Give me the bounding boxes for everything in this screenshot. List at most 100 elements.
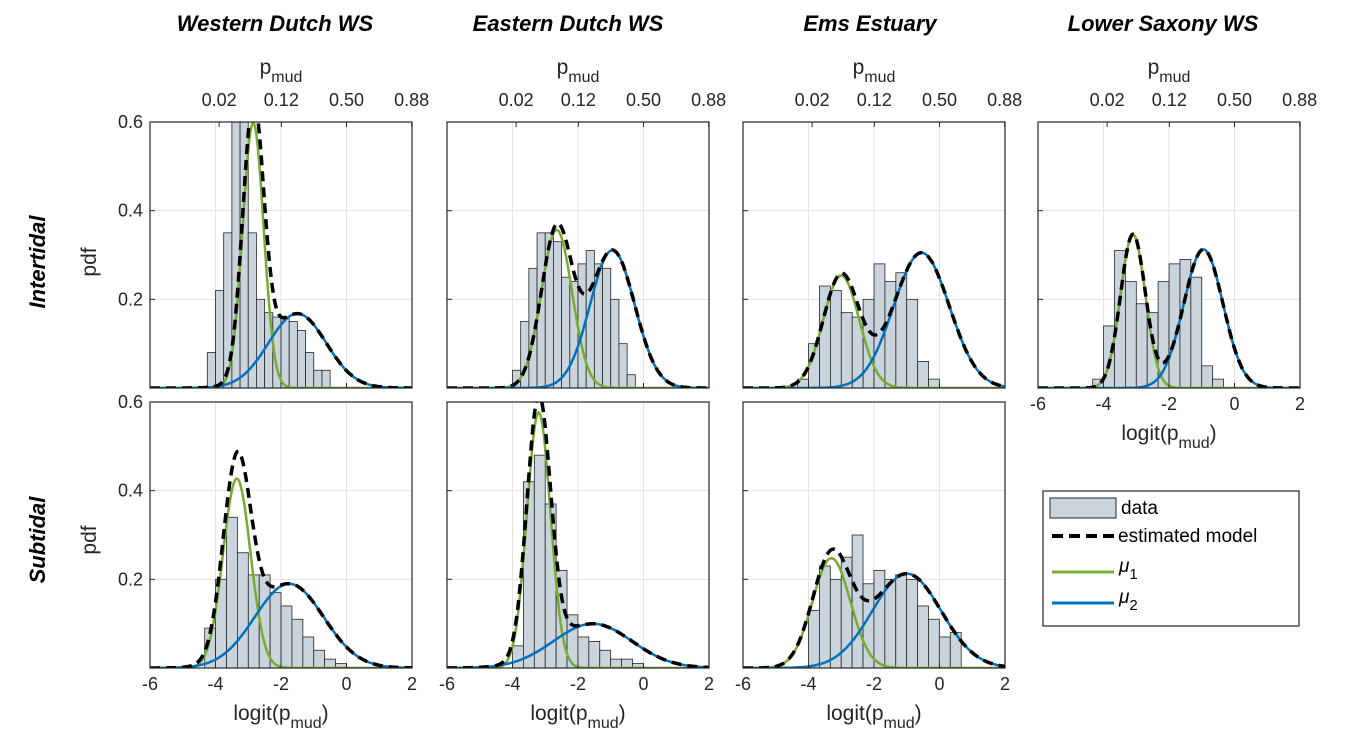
histogram-bar bbox=[895, 574, 908, 668]
histogram-bar bbox=[851, 534, 864, 668]
histogram-bar bbox=[610, 658, 622, 668]
top-tick-label: 0.02 bbox=[1090, 90, 1125, 110]
histogram-bar bbox=[626, 374, 636, 388]
top-tick-label: 0.88 bbox=[394, 90, 429, 110]
x-tick-label: 0 bbox=[934, 674, 944, 694]
x-tick-label: -4 bbox=[504, 674, 520, 694]
top-axis-label: pmud bbox=[853, 56, 896, 86]
panel-6: -6 -4 -2 0 2 logit(pmud) bbox=[735, 401, 1010, 732]
y-axis-label-bottom: pdf bbox=[78, 525, 101, 554]
histogram-bar bbox=[302, 636, 315, 668]
mu1-curve bbox=[743, 556, 1005, 668]
histogram-bar bbox=[215, 290, 225, 388]
histogram-bar bbox=[840, 312, 853, 388]
column-title-ems-estuary: Ems Estuary bbox=[803, 11, 938, 36]
legend-data-label: data bbox=[1121, 498, 1158, 519]
histogram-bar bbox=[280, 605, 293, 668]
histogram-bars bbox=[808, 534, 962, 668]
histogram-bar bbox=[917, 360, 929, 388]
mu1-curve bbox=[447, 228, 709, 388]
histogram-bar bbox=[1201, 365, 1214, 388]
histogram-bar bbox=[1135, 303, 1148, 388]
histogram-bar bbox=[555, 570, 568, 668]
legend-mu1-label: μ1 bbox=[1118, 556, 1138, 583]
bottom-axis-label: logit(pmud) bbox=[233, 702, 328, 732]
estimated-model-curve bbox=[447, 402, 709, 668]
histogram-bar bbox=[313, 369, 323, 388]
y-axis-label-top: pdf bbox=[78, 247, 101, 276]
x-tick-label: 2 bbox=[1000, 674, 1010, 694]
panels: 0.02 0.12 0.50 0.88 pmud 0.2 0.4 0.6 0.02 0.12 0.5… bbox=[118, 56, 1317, 732]
histogram-bar bbox=[321, 369, 331, 388]
histogram-bar bbox=[621, 658, 633, 668]
histogram-bars bbox=[512, 454, 644, 668]
histogram-bar bbox=[610, 298, 620, 388]
histogram-bar bbox=[819, 565, 831, 668]
top-tick-label: 0.50 bbox=[626, 90, 661, 110]
histogram-bar bbox=[280, 316, 290, 388]
panel-5: -6 -4 -2 0 2 logit(pmud) bbox=[439, 401, 714, 732]
mu2-curve bbox=[447, 248, 709, 388]
histogram-bar bbox=[305, 352, 315, 388]
x-tick-label: -2 bbox=[866, 674, 882, 694]
top-tick-label: 0.88 bbox=[987, 90, 1022, 110]
histogram-bar bbox=[928, 378, 940, 388]
y-tick-label: 0.6 bbox=[118, 112, 143, 132]
histogram-bar bbox=[1125, 281, 1137, 388]
histogram-bar bbox=[296, 329, 306, 388]
histogram-bar bbox=[313, 649, 326, 668]
x-tick-label: -2 bbox=[1161, 394, 1177, 414]
histogram-bar bbox=[553, 241, 563, 388]
histogram-bars bbox=[204, 516, 347, 668]
legend-model-label: estimated model bbox=[1118, 526, 1257, 547]
histogram-bar bbox=[288, 321, 298, 388]
model-curves bbox=[447, 221, 709, 388]
column-title-western-dutch: Western Dutch WS bbox=[177, 11, 374, 36]
histogram-bar bbox=[873, 570, 886, 668]
legend-data-swatch bbox=[1049, 497, 1117, 519]
top-tick-label: 0.88 bbox=[691, 90, 726, 110]
x-tick-label: -2 bbox=[273, 674, 289, 694]
histogram-bar bbox=[588, 641, 601, 668]
x-tick-label: 2 bbox=[704, 674, 714, 694]
histogram-bar bbox=[906, 578, 918, 668]
bottom-axis-label: logit(pmud) bbox=[826, 702, 921, 732]
x-tick-label: -4 bbox=[800, 674, 816, 694]
legend-mu2-label: μ2 bbox=[1118, 587, 1138, 614]
x-tick-label: -6 bbox=[1030, 394, 1046, 414]
mu1-curve bbox=[150, 122, 412, 388]
column-title-lower-saxony: Lower Saxony WS bbox=[1068, 11, 1259, 36]
mu2-curve bbox=[743, 251, 1005, 388]
histogram-bar bbox=[256, 298, 266, 388]
histogram-bar bbox=[599, 649, 612, 668]
y-tick-label: 0.4 bbox=[118, 481, 143, 501]
histogram-bar bbox=[884, 578, 897, 668]
top-tick-label: 0.02 bbox=[795, 90, 830, 110]
histogram-bar bbox=[237, 552, 249, 668]
histogram-bar bbox=[577, 636, 590, 668]
legend: data estimated model μ1 μ2 bbox=[1042, 490, 1300, 627]
top-tick-label: 0.02 bbox=[202, 90, 237, 110]
histogram-bar bbox=[938, 636, 951, 668]
panel-2: 0.02 0.12 0.50 0.88 pmud bbox=[742, 56, 1022, 389]
top-tick-label: 0.50 bbox=[329, 90, 364, 110]
histogram-bar bbox=[512, 645, 524, 668]
histogram-bar bbox=[895, 272, 908, 388]
y-tick-label: 0.2 bbox=[118, 569, 143, 589]
x-tick-label: -6 bbox=[439, 674, 455, 694]
histogram-bar bbox=[830, 290, 842, 388]
histogram-bar bbox=[906, 298, 919, 388]
top-tick-label: 0.02 bbox=[499, 90, 534, 110]
row-label-intertidal: Intertidal bbox=[25, 215, 50, 309]
histogram-bar bbox=[808, 609, 820, 668]
histogram-bar bbox=[1190, 276, 1203, 388]
histogram-bar bbox=[928, 618, 940, 668]
histogram-bar bbox=[206, 352, 216, 388]
top-tick-label: 0.12 bbox=[857, 90, 892, 110]
panel-1: 0.02 0.12 0.50 0.88 pmud bbox=[446, 56, 726, 389]
column-title-eastern-dutch: Eastern Dutch WS bbox=[473, 11, 664, 36]
model-curves bbox=[743, 251, 1005, 388]
top-axis-label: pmud bbox=[260, 56, 303, 86]
histogram-bar bbox=[269, 592, 282, 668]
